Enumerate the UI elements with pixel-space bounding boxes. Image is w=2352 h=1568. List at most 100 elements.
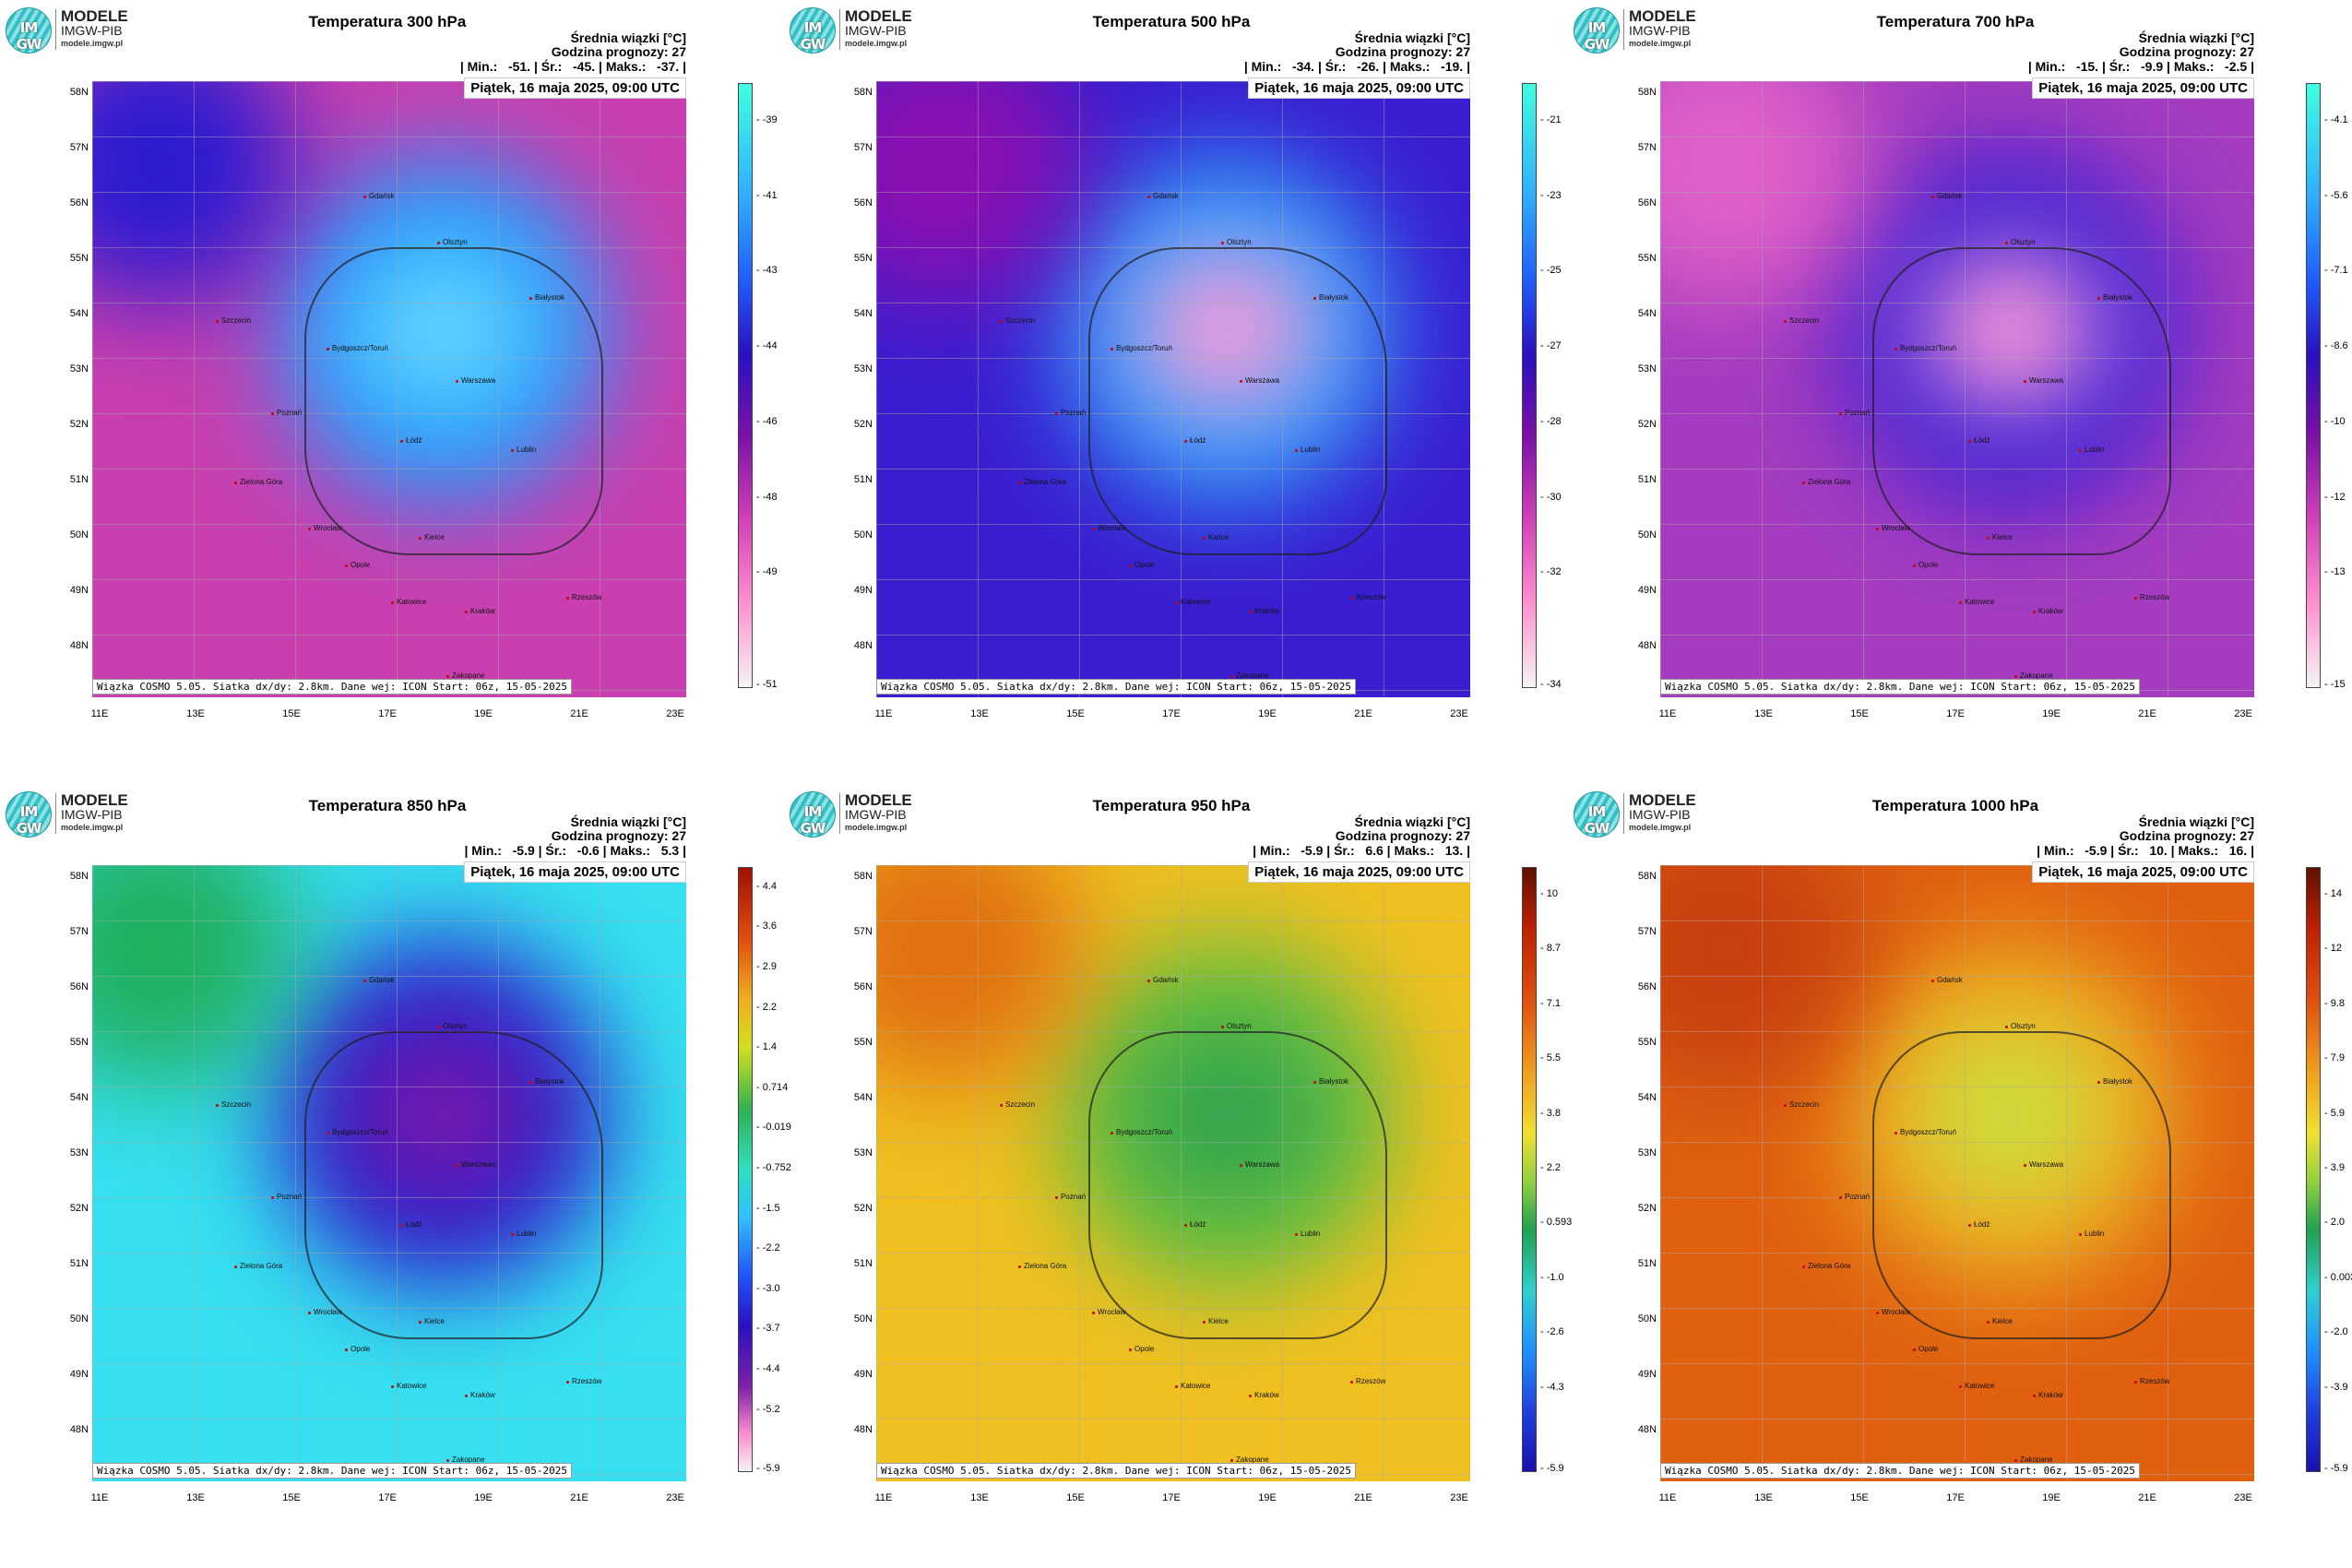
colorbar-label: - 2.0 xyxy=(2324,1217,2346,1229)
city-label: Szczecin xyxy=(1783,316,1820,325)
colorbar-label: - 0.593 xyxy=(1540,1217,1573,1229)
logo-line1: MODELE xyxy=(845,7,912,25)
colorbar-label: - 14 xyxy=(2324,887,2342,899)
longitude-label: 23E xyxy=(1450,708,1468,719)
longitude-label: 13E xyxy=(970,1492,989,1503)
meta-line-1: Średnia wiązki [°C] xyxy=(1354,30,1470,45)
meta-line-2: Godzina prognozy: 27 xyxy=(551,44,686,59)
colorbar-label: - 9.8 xyxy=(2324,997,2346,1009)
colorbar-label: - 3.8 xyxy=(1540,1107,1562,1119)
longitude-label: 19E xyxy=(474,1492,493,1503)
coordinate-grid xyxy=(92,81,686,697)
colorbar-label: - 2.2 xyxy=(756,1001,778,1013)
latitude-label: 58N xyxy=(853,871,873,882)
logo-mark-text: IM GW xyxy=(800,19,826,53)
colorbar-label: - 3.9 xyxy=(2324,1162,2346,1173)
city-label: Lublin xyxy=(2078,445,2105,454)
longitude-label: 17E xyxy=(378,1492,397,1503)
latitude-label: 52N xyxy=(69,1203,89,1214)
colorbar-label: - 8.7 xyxy=(1540,943,1562,955)
ensemble-meta: Średnia wiązki [°C] Godzina prognozy: 27 xyxy=(552,815,686,843)
city-label: Szczecin xyxy=(215,1100,252,1109)
colorbar-label: - 3.6 xyxy=(756,921,778,932)
latitude-label: 58N xyxy=(853,87,873,98)
longitude-label: 21E xyxy=(570,1492,588,1503)
panel-title: Temperatura 500 hPa xyxy=(1092,13,1251,30)
colorbar-label: - -2.0 xyxy=(2324,1326,2348,1338)
city-label: Rzeszów xyxy=(1349,1377,1386,1385)
city-label: Opole xyxy=(1912,561,1939,569)
city-label: Szczecin xyxy=(999,1100,1036,1109)
latitude-label: 50N xyxy=(1637,1313,1657,1324)
city-label: Gdańsk xyxy=(1147,192,1179,200)
city-label: Zakopane xyxy=(446,1455,485,1464)
temperature-map: Gdańsk Olsztyn Białystok Szczecin Bydgoszcz/… xyxy=(1660,865,2254,1481)
coordinate-grid xyxy=(876,81,1470,697)
logo-line2: IMGW-PIB xyxy=(1629,807,1691,822)
logo-mark-icon: IM GW xyxy=(6,791,52,837)
latitude-label: 54N xyxy=(1637,1092,1657,1103)
model-source-note: Wiązka COSMO 5.05. Siatka dx/dy: 2.8km. … xyxy=(876,679,1356,695)
city-label: Warszawa xyxy=(1239,1160,1280,1169)
latitude-label: 49N xyxy=(69,1369,89,1380)
colorbar-label: - -5.9 xyxy=(2324,1463,2348,1474)
logo-url: modele.imgw.pl xyxy=(845,39,908,48)
coordinate-grid xyxy=(876,865,1470,1481)
longitude-label: 11E xyxy=(874,1492,893,1503)
latitude-label: 49N xyxy=(853,1369,873,1380)
city-label: Kielce xyxy=(1203,1317,1229,1325)
colorbar xyxy=(738,83,753,688)
colorbar-label: - -25 xyxy=(1540,265,1562,277)
city-label: Olsztyn xyxy=(1221,238,1252,246)
city-label: Gdańsk xyxy=(363,192,395,200)
city-label: Bydgoszcz/Toruń xyxy=(1895,1128,1956,1136)
city-label: Wrocław xyxy=(1092,524,1126,532)
logo-line1: MODELE xyxy=(61,7,128,25)
logo-mark-icon: IM GW xyxy=(1574,7,1620,53)
logo-line2: IMGW-PIB xyxy=(845,807,907,822)
city-label: Opole xyxy=(1128,561,1155,569)
city-label: Wrocław xyxy=(1876,524,1910,532)
forecast-date: Piątek, 16 maja 2025, 09:00 UTC xyxy=(1248,861,1470,883)
longitude-label: 23E xyxy=(666,1492,684,1503)
latitude-label: 51N xyxy=(1637,474,1657,485)
latitude-label: 53N xyxy=(69,363,89,374)
city-label: Poznań xyxy=(270,409,303,417)
latitude-label: 49N xyxy=(1637,1369,1657,1380)
city-label: Katowice xyxy=(390,598,427,606)
longitude-label: 17E xyxy=(1162,708,1181,719)
latitude-label: 57N xyxy=(1637,926,1657,937)
longitude-label: 19E xyxy=(2042,708,2061,719)
longitude-label: 11E xyxy=(1658,1492,1677,1503)
city-label: Wrocław xyxy=(1876,1308,1910,1316)
temperature-map: Gdańsk Olsztyn Białystok Szczecin Bydgoszcz/… xyxy=(92,865,686,1481)
latitude-label: 58N xyxy=(69,871,89,882)
colorbar-label: - -32 xyxy=(1540,566,1562,578)
city-label: Zakopane xyxy=(1230,1455,1269,1464)
longitude-label: 21E xyxy=(1354,1492,1372,1503)
country-border xyxy=(1088,247,1387,555)
colorbar-label: - 7.1 xyxy=(1540,997,1562,1009)
longitude-label: 13E xyxy=(970,708,989,719)
model-source-note: Wiązka COSMO 5.05. Siatka dx/dy: 2.8km. … xyxy=(92,679,572,695)
colorbar-label: - 12 xyxy=(2324,943,2342,955)
city-label: Warszawa xyxy=(455,376,496,385)
logo-mark-icon: IM GW xyxy=(790,7,836,53)
city-label: Wrocław xyxy=(308,1308,342,1316)
latitude-label: 54N xyxy=(853,308,873,319)
meta-line-1: Średnia wiązki [°C] xyxy=(2138,30,2254,45)
colorbar-label: - -13 xyxy=(2324,566,2346,578)
colorbar-label: - -5.9 xyxy=(756,1463,780,1474)
city-label: Rzeszów xyxy=(1349,593,1386,601)
latitude-label: 56N xyxy=(69,197,89,208)
imgw-logo: IM GW MODELE IMGW-PIB modele.imgw.pl xyxy=(1574,791,1758,837)
imgw-logo: IM GW MODELE IMGW-PIB modele.imgw.pl xyxy=(790,7,974,53)
longitude-label: 11E xyxy=(874,708,893,719)
city-label: Opole xyxy=(1128,1345,1155,1353)
city-label: Wrocław xyxy=(1092,1308,1126,1316)
ensemble-meta: Średnia wiązki [°C] Godzina prognozy: 27 xyxy=(1336,815,1470,843)
city-label: Wrocław xyxy=(308,524,342,532)
longitude-label: 15E xyxy=(282,708,301,719)
city-label: Katowice xyxy=(1174,1382,1211,1390)
colorbar-label: - -4.4 xyxy=(756,1363,780,1374)
